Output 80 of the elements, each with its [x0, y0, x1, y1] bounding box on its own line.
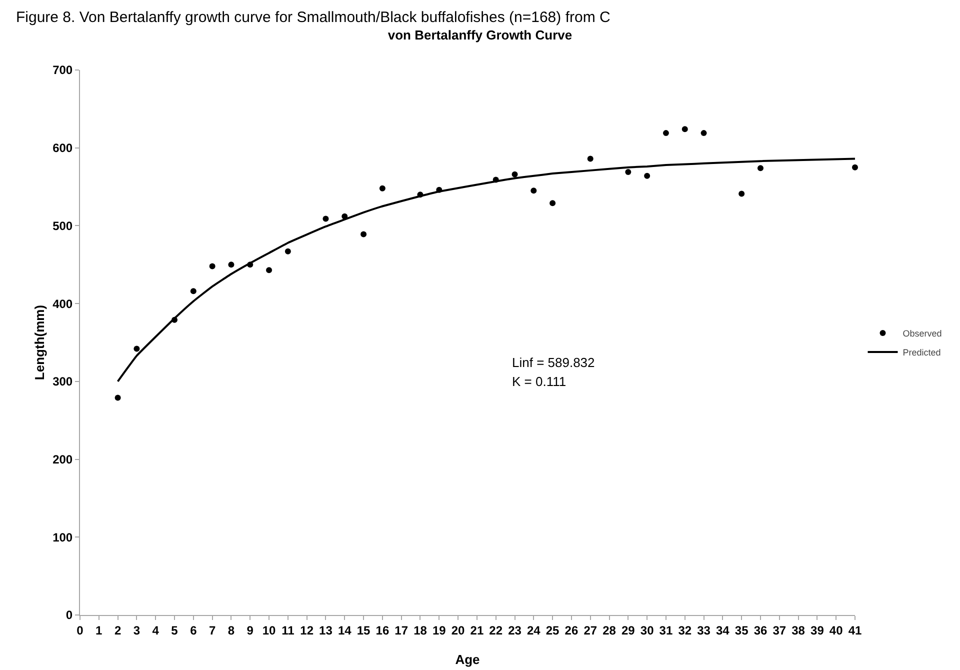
legend-label: Observed: [902, 328, 942, 339]
point: [550, 200, 556, 206]
point: [625, 168, 632, 175]
x-tick-label: 18: [414, 623, 428, 638]
x-tick-label: 26: [564, 623, 578, 638]
point: [228, 262, 234, 268]
point: [134, 346, 140, 352]
point: [587, 156, 594, 162]
x-tick-label: 10: [262, 623, 276, 638]
point: [379, 185, 386, 192]
point: [322, 216, 329, 222]
x-tick-label: 2: [114, 623, 122, 638]
x-tick-label: 12: [300, 623, 314, 638]
x-tick-label: 0: [76, 623, 84, 638]
x-tick-label: 40: [829, 623, 844, 638]
x-tick-label: 3: [133, 623, 140, 638]
point: [512, 171, 518, 178]
x-tick-label: 29: [621, 623, 636, 638]
point: [852, 164, 858, 170]
point: [757, 165, 764, 172]
y-tick-label: 500: [52, 218, 73, 233]
x-tick-label: 21: [470, 623, 484, 638]
x-tick-label: 6: [190, 623, 198, 638]
x-tick-label: 30: [640, 623, 654, 638]
x-tick-label: 28: [602, 623, 616, 638]
y-tick-label: 700: [52, 63, 73, 78]
x-tick-label: 5: [171, 623, 178, 638]
point: [700, 130, 707, 136]
point: [190, 288, 196, 294]
x-tick-label: 17: [394, 623, 408, 638]
x-tick-label: 23: [508, 623, 522, 638]
point: [738, 190, 745, 197]
point: [209, 263, 216, 270]
x-tick-label: 19: [432, 623, 446, 638]
caption: Figure 8. Von Bertalanffy growth curve for Smallmouth/Black buffalofishes (n=168) from C: [16, 9, 610, 26]
x-tick-label: 11: [282, 623, 295, 638]
point: [662, 130, 669, 136]
x-tick-label: 33: [697, 623, 711, 638]
point: [114, 394, 121, 401]
legend-label: Predicted: [902, 348, 941, 358]
x-tick-label: 37: [772, 623, 786, 638]
point: [644, 172, 650, 179]
x-tick-label: 20: [451, 623, 466, 638]
x-tick-label: 9: [246, 623, 254, 638]
annotation: K = 0.111: [512, 374, 566, 389]
x-tick-label: 27: [584, 623, 598, 638]
x-tick-label: 16: [376, 623, 390, 638]
x-axis-title: Age: [455, 652, 480, 667]
x-tick-label: 25: [546, 623, 560, 638]
y-axis-title: Length(mm): [32, 304, 47, 380]
x-tick-label: 4: [152, 623, 160, 638]
y-tick-label: 200: [52, 452, 73, 466]
y-tick-label: 400: [52, 296, 73, 311]
x-tick-label: 15: [356, 623, 371, 638]
x-tick-label: 34: [716, 623, 730, 638]
x-tick-label: 7: [208, 623, 216, 638]
y-tick-label: 100: [52, 530, 73, 544]
x-tick-label: 39: [810, 623, 824, 638]
x-tick-label: 32: [678, 623, 692, 638]
x-tick-label: 8: [228, 623, 235, 638]
x-tick-label: 38: [792, 623, 806, 638]
x-tick-label: 41: [848, 623, 862, 638]
x-tick-label: 1: [96, 623, 103, 638]
point: [284, 248, 291, 254]
point: [266, 267, 272, 274]
x-tick-label: 35: [734, 623, 749, 638]
x-tick-label: 14: [338, 623, 352, 638]
x-tick-label: 22: [489, 623, 503, 638]
x-tick-label: 13: [319, 623, 333, 638]
x-tick-label: 36: [754, 623, 768, 638]
x-tick-label: 24: [526, 623, 541, 638]
y-tick-label: 300: [52, 374, 73, 389]
point: [530, 188, 537, 194]
x-tick-label: 31: [659, 623, 673, 638]
annotation: Linf = 589.832: [512, 355, 595, 370]
y-tick-label: 0: [66, 608, 73, 622]
chart-title: von Bertalanffy Growth Curve: [388, 27, 572, 42]
point: [360, 231, 367, 238]
point: [682, 126, 688, 132]
y-tick-label: 600: [52, 141, 73, 156]
